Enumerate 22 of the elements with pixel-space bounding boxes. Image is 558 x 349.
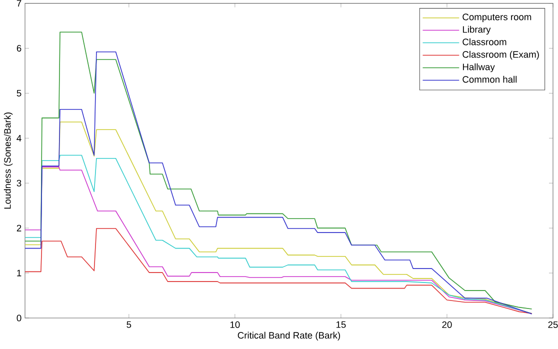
legend-label: Library xyxy=(462,26,491,35)
y-tick-label: 0 xyxy=(16,314,22,322)
y-tick-label: 7 xyxy=(16,0,22,7)
y-tick-label: 3 xyxy=(16,180,22,186)
y-tick-label: 5 xyxy=(16,90,22,96)
y-tick-label: 1 xyxy=(17,270,22,276)
y-tick-label: 2 xyxy=(16,224,22,232)
x-tick-label: 5 xyxy=(126,321,132,328)
x-tick-label: 15 xyxy=(336,321,346,328)
legend-label: Classroom (Exam) xyxy=(462,50,539,60)
legend-label: Computers room xyxy=(462,14,532,22)
x-tick-label: 25 xyxy=(548,321,558,328)
legend-label: Classroom xyxy=(462,38,506,46)
y-tick-label: 4 xyxy=(16,134,22,142)
x-tick-label: 10 xyxy=(230,321,240,328)
legend-label: Hallway xyxy=(462,63,495,72)
line-series xyxy=(25,228,532,314)
y-axis-title: Loudness (Sones/Bark) xyxy=(4,112,13,209)
legend-label: Common hall xyxy=(462,76,517,83)
y-tick-label: 6 xyxy=(16,44,22,52)
x-axis-title: Critical Band Rate (Bark) xyxy=(238,332,340,340)
x-tick-label: 20 xyxy=(442,321,452,328)
